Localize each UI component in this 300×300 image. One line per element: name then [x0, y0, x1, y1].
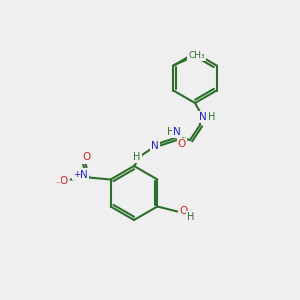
- Text: H: H: [187, 212, 194, 221]
- Text: CH₃: CH₃: [188, 51, 205, 60]
- Text: O: O: [82, 152, 91, 163]
- Text: O: O: [179, 206, 188, 215]
- Text: N: N: [173, 127, 181, 137]
- Text: +: +: [73, 170, 80, 179]
- Text: H: H: [208, 112, 216, 122]
- Text: H: H: [133, 152, 141, 162]
- Text: H: H: [167, 127, 175, 137]
- Text: N: N: [80, 169, 88, 179]
- Text: N: N: [151, 141, 159, 151]
- Text: O: O: [59, 176, 68, 185]
- Text: ⁻: ⁻: [55, 180, 60, 189]
- Text: N: N: [199, 112, 207, 122]
- Text: O: O: [178, 139, 186, 149]
